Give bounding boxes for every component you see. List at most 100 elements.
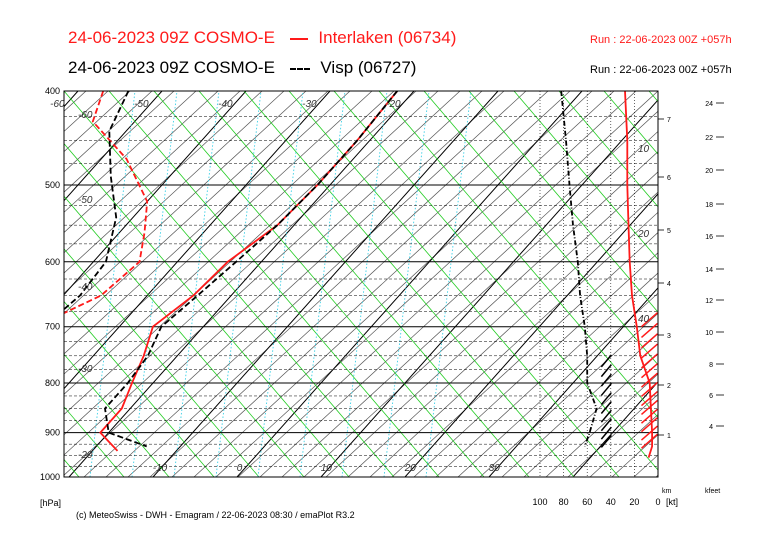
dry-adiabat [64, 91, 65, 92]
pressure-tick-label: 700 [45, 322, 60, 332]
dry-adiabat [722, 91, 766, 477]
isotherm [488, 287, 658, 477]
moist-adiabat [378, 91, 658, 418]
kfeet-tick-label: 14 [705, 267, 713, 274]
wind-barb-visp [600, 409, 612, 423]
wind-barb-interlaken [640, 390, 658, 407]
wind-barb-interlaken [640, 372, 658, 388]
dry-adiabat [0, 91, 20, 477]
run-label-interlaken: Run : 22-06-2023 00Z +057h [590, 34, 732, 46]
pressure-axis-label: [hPa] [40, 498, 61, 508]
isotherm-label-left: -30 [78, 364, 93, 375]
plot-frame [63, 90, 659, 478]
wind-barb-visp [600, 434, 612, 448]
dry-adiabat [523, 353, 658, 477]
isotherm-label-bottom: 30 [489, 463, 501, 474]
dry-adiabat [105, 91, 527, 477]
wind-barb-visp [600, 418, 612, 432]
dry-adiabat [281, 130, 658, 477]
dry-adiabat [678, 91, 766, 477]
wind-barb-interlaken [640, 408, 658, 424]
isotherm-label-top: -60 [50, 99, 65, 110]
credit-text: (c) MeteoSwiss - DWH - Emagram / 22-06-2… [76, 510, 355, 520]
isotherm-label-right: 40 [638, 314, 650, 325]
km-tick-label: 7 [667, 117, 671, 124]
dry-adiabat [171, 91, 593, 477]
wind-barb-interlaken [640, 343, 658, 359]
isotherm-label-left: -20 [78, 450, 93, 461]
pressure-tick-label: 800 [45, 378, 60, 388]
moist-adiabat [64, 406, 125, 477]
isotherm-label-bottom: 0 [237, 463, 243, 474]
dry-adiabat [303, 151, 658, 477]
isotherm-label-right: 20 [637, 229, 650, 240]
pressure-tick-label: 900 [45, 428, 60, 438]
isotherm-label-top: -30 [302, 99, 317, 110]
pressure-tick-label: 600 [45, 257, 60, 267]
dry-adiabat [64, 91, 263, 274]
kfeet-tick-label: 16 [705, 234, 713, 241]
moist-adiabat [198, 91, 530, 477]
dry-adiabat [325, 171, 658, 477]
dry-adiabat [64, 91, 483, 476]
dry-adiabat [64, 91, 351, 355]
isotherm-label-bottom: 10 [321, 463, 333, 474]
km-tick-label: 4 [667, 281, 671, 288]
isotherm-label-left: -60 [78, 110, 93, 121]
wind-barb-visp [600, 373, 612, 387]
isotherm [64, 91, 163, 202]
isotherm-label-left: -40 [78, 282, 93, 293]
dry-adiabat [611, 434, 658, 477]
wind-unit-label: [kt] [666, 497, 678, 507]
series-layer [64, 91, 658, 458]
series-wind-profile-interlaken [624, 91, 653, 458]
moist-adiabat [558, 91, 658, 208]
dry-adiabat [193, 91, 615, 477]
pressure-tick-label: 1000 [40, 472, 60, 482]
title-station-visp: Visp (06727) [320, 58, 417, 77]
dry-adiabat [127, 91, 549, 477]
mixing-ratio-line [173, 91, 220, 477]
moist-adiabat [64, 91, 395, 477]
kfeet-tick-label: 8 [709, 362, 713, 369]
wind-barb-visp [600, 426, 612, 440]
wind-scale-label: 100 [532, 497, 547, 507]
dry-adiabat [64, 91, 395, 395]
moist-adiabat [423, 91, 658, 366]
wind-barb-visp [600, 392, 612, 406]
moist-adiabat [108, 91, 440, 477]
pressure-tick-label: 500 [45, 180, 60, 190]
dry-adiabat [413, 252, 658, 477]
dry-adiabat [64, 91, 197, 213]
wind-barb-interlaken [640, 425, 658, 441]
moist-adiabat [0, 91, 34, 477]
wind-barb-interlaken [640, 381, 658, 398]
wind-scale-label: 40 [606, 497, 616, 507]
dry-adiabat [545, 373, 658, 477]
wind-barb-interlaken [640, 417, 658, 433]
wind-barb-visp [600, 354, 612, 368]
dry-adiabat [215, 91, 637, 477]
kfeet-tick-label: 24 [705, 101, 713, 108]
isotherm [68, 91, 415, 477]
isotherm [152, 91, 499, 477]
title-date-interlaken: 24-06-2023 09Z COSMO-E [68, 28, 275, 47]
moist-adiabat [64, 300, 215, 477]
moist-adiabat [243, 91, 575, 477]
series-dewpoint-visp [64, 91, 130, 311]
moist-adiabat [468, 91, 658, 313]
kfeet-tick-label: 18 [705, 202, 713, 209]
kfeet-tick-label: 20 [705, 168, 713, 175]
kfeet-tick-label: 4 [709, 424, 713, 431]
dry-adiabat [237, 91, 658, 477]
dry-adiabat [259, 110, 658, 477]
isotherm-label-bottom: 20 [404, 463, 417, 474]
km-axis-label: km [662, 488, 672, 495]
dry-adiabat [64, 91, 153, 173]
wind-scale-label: 80 [559, 497, 569, 507]
wind-barb-interlaken [640, 333, 658, 349]
moist-adiabat [694, 91, 766, 477]
isotherm [404, 193, 658, 477]
